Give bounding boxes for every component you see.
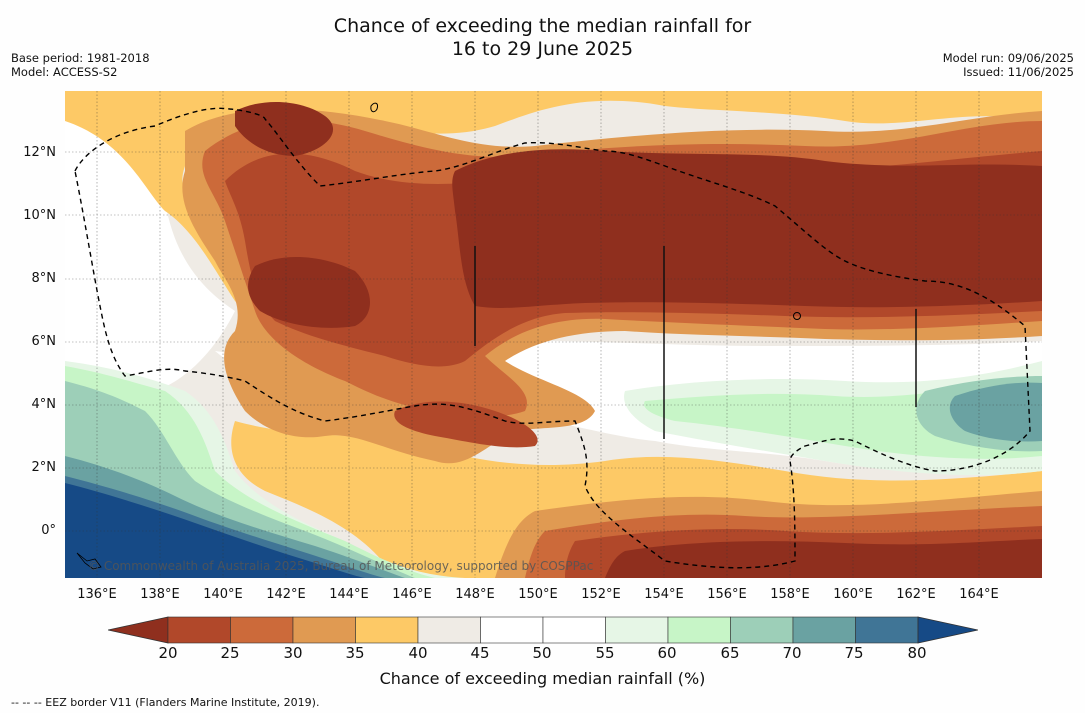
lon-label-156E: 156°E bbox=[707, 587, 747, 602]
colorbar-segment bbox=[417, 616, 481, 644]
cbar-tick-70: 70 bbox=[782, 644, 802, 662]
graticule bbox=[65, 91, 1042, 578]
colorbar-segment bbox=[730, 616, 794, 644]
lon-label-164E: 164°E bbox=[959, 587, 999, 602]
coastline-sw bbox=[76, 552, 102, 570]
cbar-tick-30: 30 bbox=[283, 644, 303, 662]
colorbar-segment bbox=[292, 616, 356, 644]
colorbar-segment bbox=[605, 616, 669, 644]
colorbar bbox=[107, 616, 979, 648]
region-20-west bbox=[248, 256, 370, 328]
cbar-tick-80: 80 bbox=[907, 644, 927, 662]
colorbar-arrow-high bbox=[917, 616, 979, 644]
region-20-north bbox=[235, 101, 334, 156]
lon-label-154E: 154°E bbox=[644, 587, 684, 602]
lon-label-158E: 158°E bbox=[770, 587, 810, 602]
cbar-tick-45: 45 bbox=[470, 644, 490, 662]
region-80plus-sw bbox=[65, 483, 365, 578]
cbar-tick-75: 75 bbox=[844, 644, 864, 662]
lon-label-162E: 162°E bbox=[896, 587, 936, 602]
region-20-main bbox=[452, 149, 1042, 308]
colorbar-segment bbox=[542, 616, 606, 644]
base-period: Base period: 1981-2018 bbox=[11, 51, 150, 65]
eez-borders bbox=[74, 107, 1031, 569]
coastline-fragment bbox=[370, 102, 378, 113]
lat-label-8N: 8°N bbox=[31, 271, 57, 286]
lon-label-160E: 160°E bbox=[833, 587, 873, 602]
lon-label-136E: 136°E bbox=[77, 587, 117, 602]
region-25-mid bbox=[394, 401, 538, 448]
colorbar-segment bbox=[480, 616, 544, 644]
meta-right: Model run: 09/06/2025 Issued: 11/06/2025 bbox=[943, 51, 1074, 79]
footer-eez-note: -- -- -- EEZ border V11 (Flanders Marine… bbox=[11, 696, 320, 709]
region-neutral-west bbox=[65, 109, 235, 391]
lat-label-2N: 2°N bbox=[31, 460, 57, 475]
island-marker bbox=[793, 312, 801, 320]
colorbar-segment bbox=[167, 616, 231, 644]
colorbar-segment bbox=[855, 616, 919, 644]
colorbar-arrow-low bbox=[107, 616, 169, 644]
cbar-tick-65: 65 bbox=[720, 644, 740, 662]
lon-label-148E: 148°E bbox=[455, 587, 495, 602]
cbar-tick-60: 60 bbox=[657, 644, 677, 662]
model-name: Model: ACCESS-S2 bbox=[11, 65, 118, 79]
lon-label-138E: 138°E bbox=[140, 587, 180, 602]
solid-markers bbox=[474, 246, 917, 439]
lon-label-144E: 144°E bbox=[329, 587, 369, 602]
lat-label-12N: 12°N bbox=[23, 145, 56, 160]
lat-label-0: 0° bbox=[41, 523, 56, 538]
region-20-south bbox=[605, 539, 1042, 578]
colorbar-segment bbox=[667, 616, 731, 644]
colorbar-label: Chance of exceeding median rainfall (%) bbox=[379, 669, 706, 688]
issued-date: Issued: 11/06/2025 bbox=[963, 65, 1074, 79]
lon-label-142E: 142°E bbox=[266, 587, 306, 602]
region-40-north bbox=[65, 91, 1042, 334]
colorbar-svg bbox=[107, 616, 979, 644]
chart-title-line1: Chance of exceeding the median rainfall … bbox=[333, 15, 752, 37]
cbar-tick-35: 35 bbox=[345, 644, 365, 662]
cbar-tick-50: 50 bbox=[532, 644, 552, 662]
colorbar-segment bbox=[230, 616, 294, 644]
lon-label-152E: 152°E bbox=[581, 587, 621, 602]
lon-label-150E: 150°E bbox=[518, 587, 558, 602]
model-run: Model run: 09/06/2025 bbox=[942, 51, 1074, 65]
lat-label-10N: 10°N bbox=[23, 208, 56, 223]
region-75-east bbox=[949, 382, 1042, 442]
meta-left: Base period: 1981-2018 Model: ACCESS-S2 bbox=[11, 51, 150, 79]
map-canvas bbox=[65, 91, 1042, 578]
lat-label-6N: 6°N bbox=[31, 334, 57, 349]
copyright-notice: © Commonwealth of Australia 2025, Bureau… bbox=[88, 559, 594, 573]
colorbar-segment bbox=[355, 616, 419, 644]
colorbar-segment bbox=[792, 616, 856, 644]
cbar-tick-55: 55 bbox=[595, 644, 615, 662]
cbar-tick-40: 40 bbox=[408, 644, 428, 662]
lon-label-146E: 146°E bbox=[392, 587, 432, 602]
lon-label-140E: 140°E bbox=[203, 587, 243, 602]
rainfall-map bbox=[65, 91, 1042, 578]
cbar-tick-25: 25 bbox=[220, 644, 240, 662]
cbar-tick-20: 20 bbox=[158, 644, 178, 662]
lat-label-4N: 4°N bbox=[31, 397, 57, 412]
chart-title-line2: 16 to 29 June 2025 bbox=[451, 38, 634, 60]
colorbar-segments bbox=[107, 616, 979, 644]
